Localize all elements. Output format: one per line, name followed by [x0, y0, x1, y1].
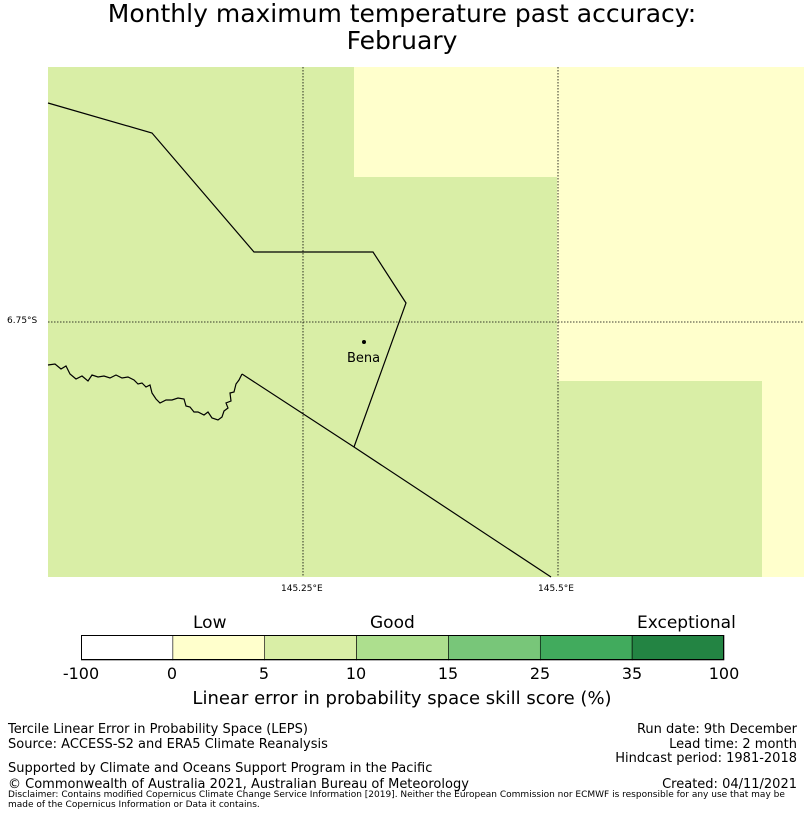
lat-label: 6.75°S	[7, 316, 38, 326]
map-low-region-top	[354, 67, 804, 177]
footer-run-date: Run date: 9th December	[636, 722, 797, 737]
colorbar-swatch	[539, 635, 633, 661]
skill-map	[47, 67, 804, 578]
province-boundary-south	[241, 373, 552, 578]
colorbar-tick: 100	[708, 664, 740, 683]
footer-source: Source: ACCESS-S2 and ERA5 Climate Reana…	[8, 737, 328, 752]
colorbar-label: Linear error in probability space skill …	[192, 688, 612, 709]
footer-disclaimer: Disclaimer: Contains modified Copernicus…	[8, 790, 785, 810]
colorbar-swatch	[631, 635, 725, 661]
colorbar-category-good: Good	[370, 613, 415, 633]
colorbar-tick: 35	[621, 664, 643, 683]
footer-leps: Tercile Linear Error in Probability Spac…	[8, 722, 308, 737]
map-low-region-right	[557, 177, 804, 381]
colorbar-swatch	[81, 635, 174, 661]
colorbar-tick: 25	[529, 664, 551, 683]
colorbar-category-low: Low	[193, 613, 227, 633]
footer-support: Supported by Climate and Oceans Support …	[8, 761, 433, 776]
colorbar	[81, 635, 725, 661]
colorbar-tick: 0	[166, 664, 178, 683]
town-label: Bena	[347, 351, 381, 366]
colorbar-swatch	[356, 635, 449, 661]
colorbar-border	[81, 635, 724, 660]
colorbar-swatch	[172, 635, 266, 661]
lon-label-2: 145.5°E	[538, 584, 574, 594]
map-low-region-edge	[762, 381, 804, 577]
province-boundary-river	[47, 363, 243, 421]
footer-hindcast: Hindcast period: 1981-2018	[615, 751, 797, 766]
footer-copyright: © Commonwealth of Australia 2021, Austra…	[8, 777, 469, 792]
colorbar-tick: 15	[437, 664, 459, 683]
lon-label-1: 145.25°E	[281, 584, 323, 594]
province-boundary-north	[47, 102, 407, 448]
chart-title-line2: February	[346, 26, 458, 55]
colorbar-tick: 5	[258, 664, 270, 683]
town-marker	[362, 340, 366, 344]
colorbar-tick: -100	[62, 664, 100, 683]
footer-created: Created: 04/11/2021	[662, 777, 797, 792]
footer-lead-time: Lead time: 2 month	[669, 737, 797, 752]
chart-title: Monthly maximum temperature past accurac…	[0, 0, 804, 54]
colorbar-swatch	[448, 635, 541, 661]
colorbar-tick: 10	[345, 664, 367, 683]
colorbar-category-exceptional: Exceptional	[637, 613, 736, 633]
colorbar-swatch	[264, 635, 357, 661]
chart-title-line1: Monthly maximum temperature past accurac…	[107, 0, 697, 28]
